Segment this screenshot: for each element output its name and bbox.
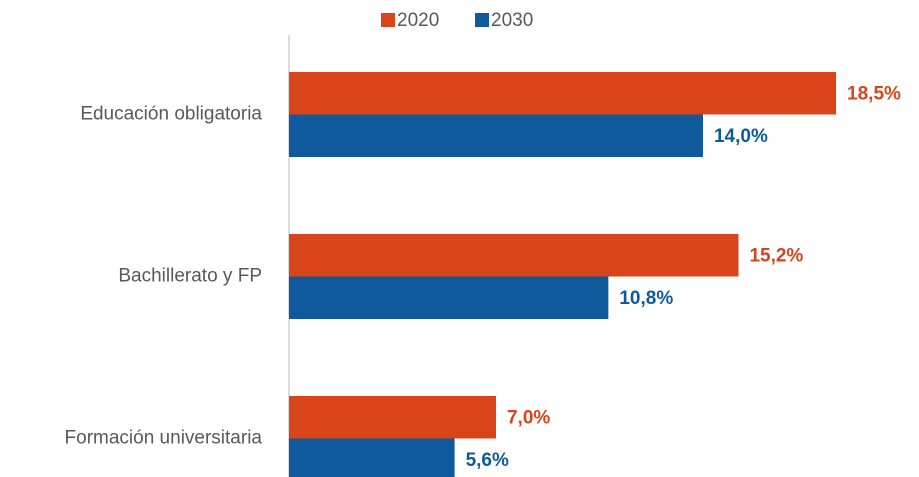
bar (289, 234, 739, 277)
bar (289, 276, 609, 319)
bar (289, 438, 455, 477)
category-label: Bachillerato y FP (118, 266, 262, 287)
legend-label: 2020 (397, 10, 439, 31)
category-label: Formación universitaria (65, 428, 263, 449)
value-label: 7,0% (507, 407, 550, 428)
bar (289, 396, 496, 439)
value-label: 10,8% (619, 288, 673, 309)
value-label: 5,6% (466, 450, 509, 471)
value-label: 14,0% (714, 126, 768, 147)
legend-swatch (475, 13, 489, 27)
legend-label: 2030 (491, 10, 533, 31)
bar (289, 114, 703, 157)
value-label: 15,2% (749, 245, 803, 266)
bar (289, 72, 837, 115)
category-label: Educación obligatoria (80, 104, 262, 125)
legend-swatch (381, 13, 395, 27)
value-label: 18,5% (847, 83, 901, 104)
